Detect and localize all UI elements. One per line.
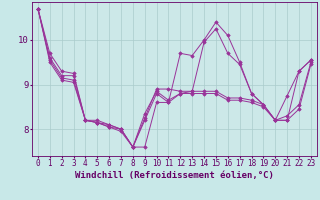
X-axis label: Windchill (Refroidissement éolien,°C): Windchill (Refroidissement éolien,°C) xyxy=(75,171,274,180)
